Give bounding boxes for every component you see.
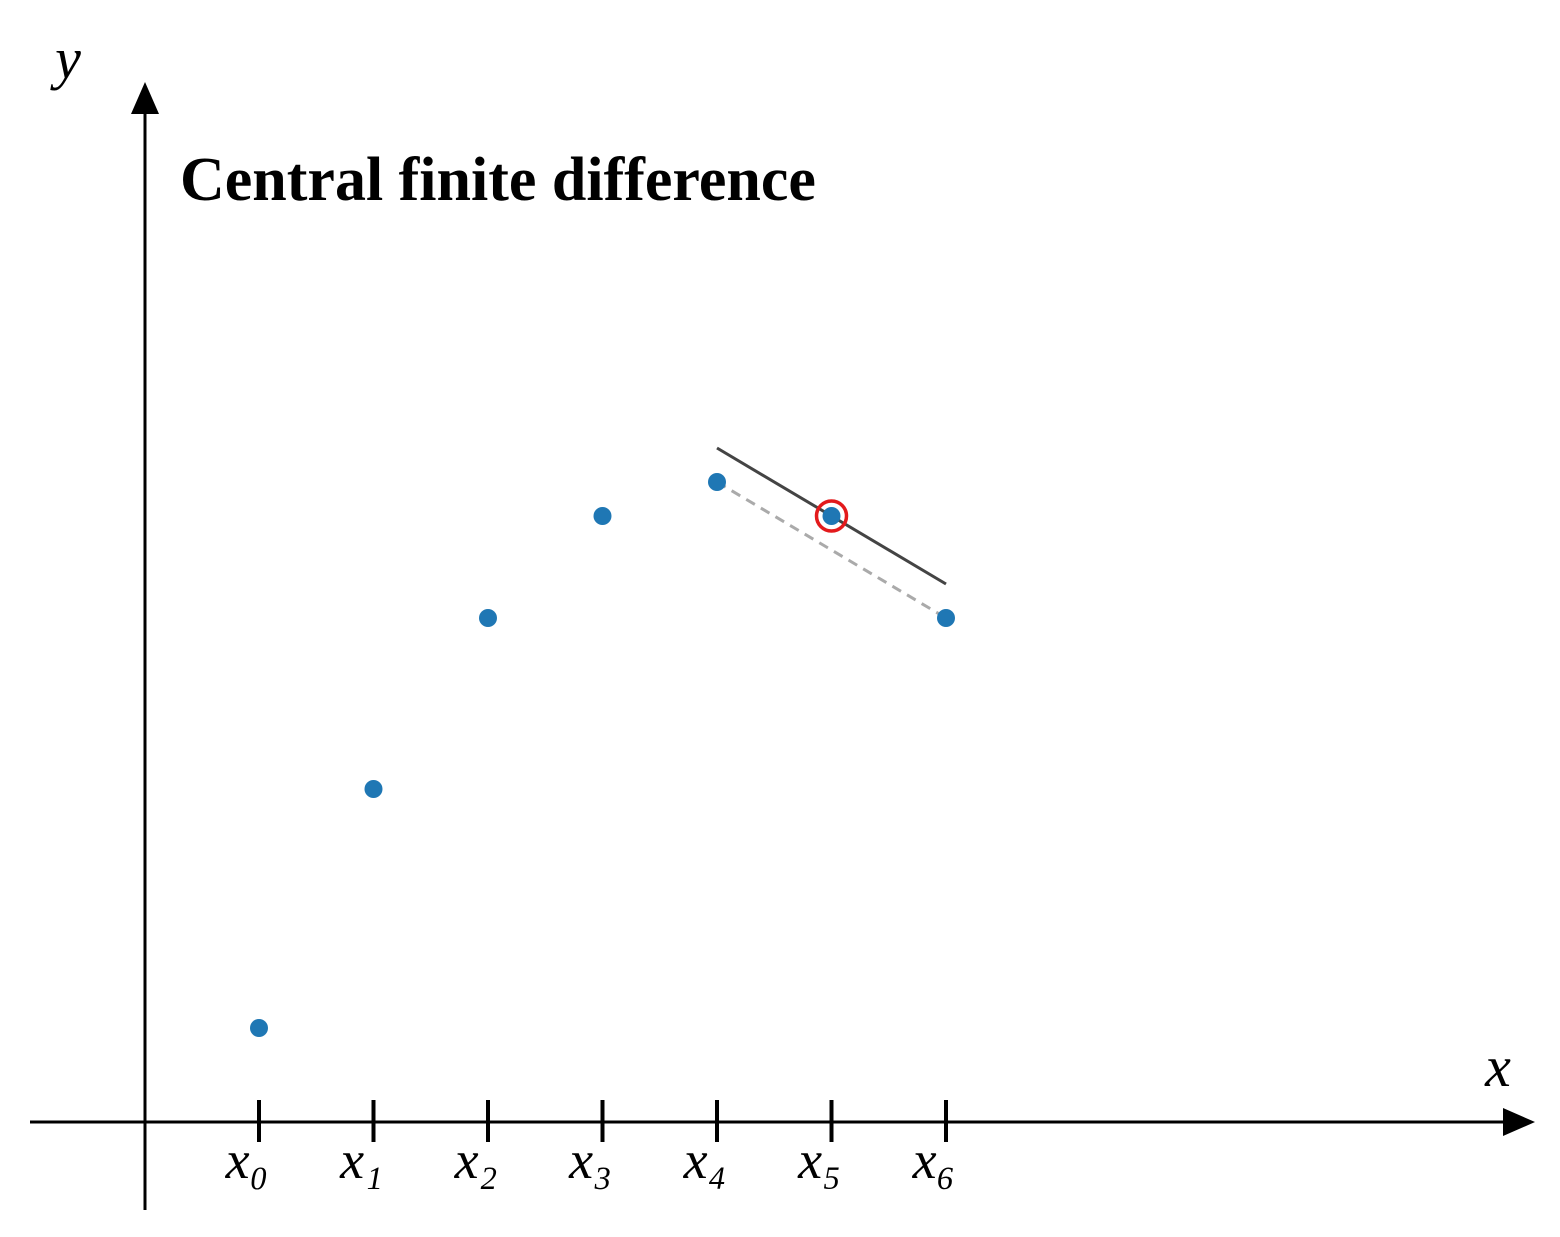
point [593,507,612,525]
point [937,609,955,627]
point [479,609,497,627]
x-tick-label: x₆ [912,1130,956,1190]
point [250,1019,268,1037]
x-tick-label: x₄ [683,1130,727,1190]
x-tick-label: x₁ [339,1130,383,1190]
x-tick-label: x₂ [454,1130,498,1190]
y-axis-arrow [131,82,159,114]
x-tick-label: x₅ [797,1130,841,1190]
point [364,780,383,798]
x-tick-label: x₀ [225,1130,269,1190]
x-axis-arrow [1503,1108,1535,1136]
x-tick-label: x₃ [568,1130,612,1190]
highlight-ring [814,499,849,533]
y-axis-label: y [50,26,81,91]
secant-line [716,480,947,620]
point [822,507,841,525]
x-axis-label: x [1484,1034,1511,1099]
chart-title: Central finite difference [180,146,816,214]
point [708,473,726,491]
